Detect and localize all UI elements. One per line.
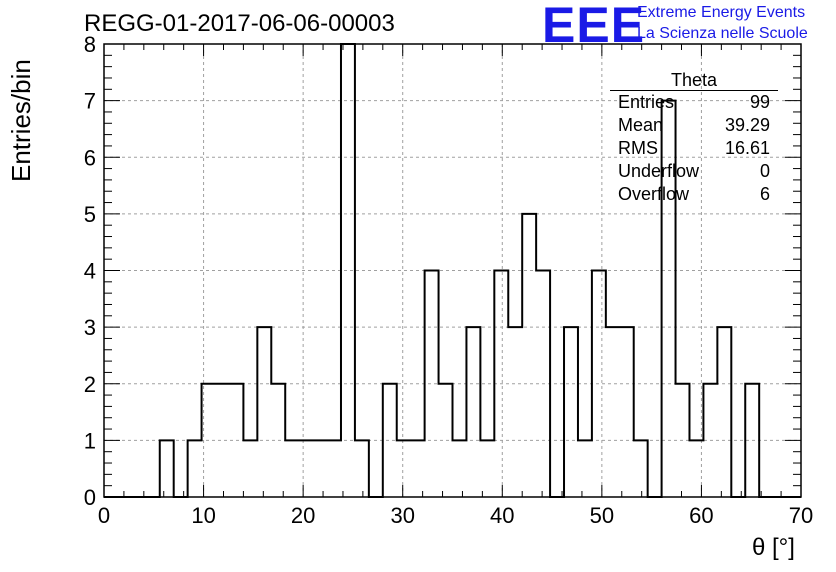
histogram-bin <box>160 440 174 497</box>
histogram-bin <box>285 440 299 497</box>
y-tick-label: 3 <box>84 315 96 340</box>
stats-row-underflow: Underflow 0 <box>610 160 778 183</box>
logo-line-2: La Scienza nelle Scuole <box>637 25 808 42</box>
histogram-bin <box>564 327 578 497</box>
x-axis-label: θ [°] <box>752 534 795 561</box>
y-tick-label: 0 <box>84 485 96 510</box>
x-tick-label: 30 <box>390 503 414 528</box>
x-tick-label: 40 <box>490 503 514 528</box>
histogram-bin <box>606 327 620 497</box>
histogram-line <box>104 43 801 498</box>
stats-row-overflow: Overflow 6 <box>610 183 778 206</box>
plot-title: REGG-01-2017-06-06-00003 <box>84 10 395 37</box>
stats-value: 6 <box>759 184 770 204</box>
stats-row-entries: Entries 99 <box>610 91 778 114</box>
y-tick-label: 7 <box>84 89 96 114</box>
histogram-bin <box>355 440 369 497</box>
y-tick-label: 1 <box>84 428 96 453</box>
stats-label: Underflow <box>618 161 700 181</box>
x-tick-label: 10 <box>191 503 215 528</box>
eee-logo: EEE <box>542 0 646 53</box>
stats-value: 39.29 <box>724 115 770 135</box>
x-tick-label: 60 <box>689 503 713 528</box>
histogram-bin <box>578 440 592 497</box>
stats-label: RMS <box>618 138 658 158</box>
y-tick-label: 6 <box>84 145 96 170</box>
y-axis-label: Entries/bin <box>6 59 36 182</box>
histogram-bin <box>480 440 494 497</box>
stats-title: Theta <box>610 70 778 91</box>
histogram-bin <box>634 440 648 497</box>
histogram-bin <box>257 327 271 497</box>
x-tick-label: 0 <box>98 503 110 528</box>
logo-line-1: Extreme Energy Events <box>637 4 806 21</box>
stats-label: Overflow <box>618 184 690 204</box>
stats-row-rms: RMS 16.61 <box>610 137 778 160</box>
stats-label: Entries <box>618 92 675 112</box>
histogram-bin <box>453 440 467 497</box>
histogram-bin <box>327 440 341 497</box>
y-tick-label: 8 <box>84 32 96 57</box>
stats-label: Mean <box>618 115 664 135</box>
x-tick-label: 20 <box>291 503 315 528</box>
y-tick-label: 4 <box>84 259 96 284</box>
histogram-bin <box>508 327 522 497</box>
y-tick-label: 5 <box>84 202 96 227</box>
histogram-bin <box>466 327 480 497</box>
x-tick-label: 70 <box>789 503 813 528</box>
stats-value: 16.61 <box>724 138 770 158</box>
histogram-bin <box>397 440 411 497</box>
y-tick-label: 2 <box>84 372 96 397</box>
histogram-bin <box>243 440 257 497</box>
histogram-bin <box>299 440 313 497</box>
histogram-bin <box>313 440 327 497</box>
x-tick-label: 50 <box>590 503 614 528</box>
stats-box: Theta Entries 99 Mean 39.29 RMS 16.61 Un… <box>610 70 778 206</box>
histogram-bin <box>717 327 731 497</box>
histogram-bin <box>411 440 425 497</box>
histogram-bin <box>522 214 536 497</box>
histogram-bin <box>188 440 202 497</box>
stats-row-mean: Mean 39.29 <box>610 114 778 137</box>
histogram-bin <box>620 327 634 497</box>
histogram-bin <box>216 384 230 497</box>
stats-value: 0 <box>759 161 770 181</box>
stats-value: 99 <box>749 92 770 112</box>
